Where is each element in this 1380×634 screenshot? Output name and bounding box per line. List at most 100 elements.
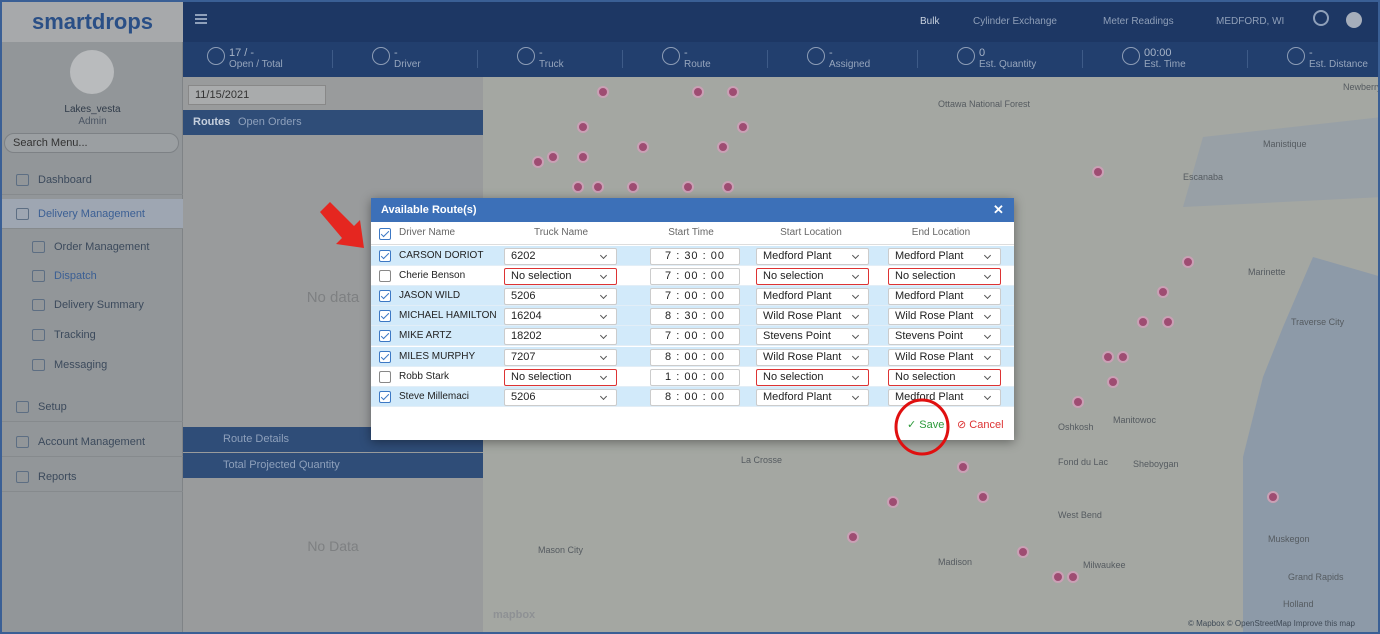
- map-pin[interactable]: [1157, 286, 1169, 298]
- end-location-select[interactable]: Medford Plant: [888, 248, 1001, 265]
- notifications[interactable]: [1313, 10, 1329, 26]
- cylinder-exchange[interactable]: Cylinder Exchange: [973, 16, 1057, 27]
- truck-select[interactable]: 6202: [504, 248, 617, 265]
- map-pin[interactable]: [627, 181, 639, 193]
- column-header[interactable]: Truck Name: [533, 227, 589, 238]
- search-menu[interactable]: Search Menu...: [4, 133, 179, 153]
- close-button[interactable]: ✕: [993, 202, 1004, 217]
- map-pin[interactable]: [722, 181, 734, 193]
- start-location-select[interactable]: Wild Rose Plant: [756, 348, 869, 366]
- row-checkbox[interactable]: [379, 250, 391, 262]
- map-pin[interactable]: [957, 461, 969, 473]
- map-pin[interactable]: [577, 121, 589, 133]
- row-checkbox[interactable]: [379, 330, 391, 343]
- end-location-select[interactable]: No selection: [888, 368, 1001, 386]
- column-header[interactable]: Start Location: [780, 227, 842, 238]
- map-pin[interactable]: [637, 141, 649, 153]
- profile[interactable]: [1346, 12, 1362, 28]
- start-location-select[interactable]: Wild Rose Plant: [756, 308, 869, 326]
- menu-item[interactable]: Tracking: [2, 320, 183, 350]
- start-location-select[interactable]: No selection: [756, 268, 869, 286]
- row-checkbox[interactable]: [379, 370, 391, 383]
- start-time[interactable]: 1 : 00 : 00: [650, 368, 740, 386]
- end-location-select[interactable]: Medford Plant: [888, 388, 1001, 406]
- map-pin[interactable]: [577, 151, 589, 163]
- menu-item[interactable]: Dispatch: [2, 261, 183, 291]
- map-pin[interactable]: [1107, 376, 1119, 388]
- start-location-select[interactable]: Medford Plant: [756, 388, 869, 406]
- projected-quantity[interactable]: Total Projected Quantity: [183, 453, 483, 478]
- end-location-select[interactable]: No selection: [888, 268, 1001, 286]
- map-pin[interactable]: [547, 151, 559, 163]
- map-attribution[interactable]: © Mapbox © OpenStreetMap Improve this ma…: [1188, 619, 1355, 628]
- meter-readings[interactable]: Meter Readings: [1103, 16, 1174, 27]
- truck-select[interactable]: 7207: [504, 348, 617, 366]
- start-location-select[interactable]: Medford Plant: [756, 288, 869, 306]
- map-pin[interactable]: [887, 496, 899, 508]
- map-pin[interactable]: [1102, 351, 1114, 363]
- select-all[interactable]: [379, 228, 391, 240]
- truck-select[interactable]: 16204: [504, 308, 617, 326]
- date-input[interactable]: 11/15/2021: [188, 85, 326, 105]
- end-location-select[interactable]: Stevens Point: [888, 328, 1001, 346]
- truck-select[interactable]: No selection: [504, 268, 617, 286]
- truck-select[interactable]: 5206: [504, 388, 617, 406]
- truck-select[interactable]: No selection: [504, 368, 617, 386]
- save-button[interactable]: ✓ Save: [907, 419, 945, 431]
- menu-item[interactable]: Messaging: [2, 350, 183, 380]
- map-pin[interactable]: [977, 491, 989, 503]
- menu-item[interactable]: Setup: [2, 392, 183, 422]
- map-pin[interactable]: [1072, 396, 1084, 408]
- menu-item[interactable]: Delivery Management: [2, 199, 183, 229]
- start-time[interactable]: 8 : 00 : 00: [650, 348, 740, 366]
- map-pin[interactable]: [1117, 351, 1129, 363]
- start-time[interactable]: 7 : 30 : 00: [650, 248, 740, 265]
- map-pin[interactable]: [847, 531, 859, 543]
- map-pin[interactable]: [592, 181, 604, 193]
- map-pin[interactable]: [717, 141, 729, 153]
- map-pin[interactable]: [572, 181, 584, 193]
- location-selector[interactable]: MEDFORD, WI: [1216, 16, 1285, 27]
- start-time[interactable]: 7 : 00 : 00: [650, 328, 740, 346]
- row-checkbox[interactable]: [379, 350, 391, 363]
- map-pin[interactable]: [1067, 571, 1079, 583]
- end-location-select[interactable]: Medford Plant: [888, 288, 1001, 306]
- bulk[interactable]: Bulk: [920, 16, 940, 27]
- cancel-button[interactable]: ⊘ Cancel: [957, 419, 1004, 431]
- menu-item[interactable]: Delivery Summary: [2, 290, 183, 320]
- column-header[interactable]: Driver Name: [399, 227, 456, 238]
- row-checkbox[interactable]: [379, 390, 391, 403]
- menu-item[interactable]: Order Management: [2, 232, 183, 262]
- start-time[interactable]: 7 : 00 : 00: [650, 268, 740, 286]
- column-header[interactable]: Start Time: [668, 227, 714, 238]
- menu-item[interactable]: Reports: [2, 462, 183, 492]
- map-pin[interactable]: [737, 121, 749, 133]
- row-checkbox[interactable]: [379, 310, 391, 323]
- map-pin[interactable]: [727, 86, 739, 98]
- start-time[interactable]: 7 : 00 : 00: [650, 288, 740, 306]
- logo[interactable]: smartdrops: [2, 2, 183, 42]
- map-pin[interactable]: [1267, 491, 1279, 503]
- truck-select[interactable]: 18202: [504, 328, 617, 346]
- start-location-select[interactable]: Stevens Point: [756, 328, 869, 346]
- map-pin[interactable]: [1092, 166, 1104, 178]
- tab-routes[interactable]: Routes: [193, 116, 231, 128]
- map-pin[interactable]: [532, 156, 544, 168]
- end-location-select[interactable]: Wild Rose Plant: [888, 308, 1001, 326]
- end-location-select[interactable]: Wild Rose Plant: [888, 348, 1001, 366]
- menu-toggle[interactable]: [195, 14, 207, 16]
- map-pin[interactable]: [1017, 546, 1029, 558]
- column-header[interactable]: End Location: [911, 227, 971, 238]
- row-checkbox[interactable]: [379, 290, 391, 303]
- map-pin[interactable]: [1137, 316, 1149, 328]
- menu-item[interactable]: Dashboard: [2, 165, 183, 195]
- menu-item[interactable]: Account Management: [2, 427, 183, 457]
- map-pin[interactable]: [1052, 571, 1064, 583]
- map-pin[interactable]: [1162, 316, 1174, 328]
- tab-open-orders[interactable]: Open Orders: [238, 116, 302, 128]
- map-pin[interactable]: [597, 86, 609, 98]
- start-location-select[interactable]: No selection: [756, 368, 869, 386]
- truck-select[interactable]: 5206: [504, 288, 617, 306]
- map-pin[interactable]: [1182, 256, 1194, 268]
- row-checkbox[interactable]: [379, 270, 391, 283]
